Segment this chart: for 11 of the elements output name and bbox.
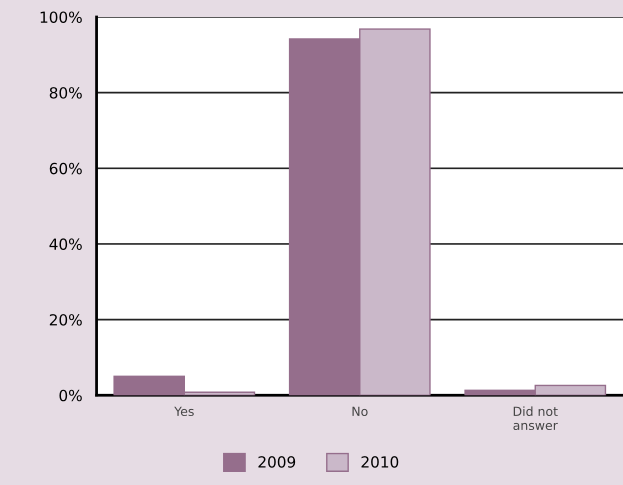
x-tick-label: No <box>352 406 368 416</box>
y-tick-label: 0% <box>59 390 82 402</box>
y-tick-label: 100% <box>40 11 82 23</box>
y-tick-label: 40% <box>49 238 82 250</box>
y-tick-label: 80% <box>50 87 82 99</box>
x-tick-label: Did not answer <box>513 406 558 430</box>
legend-label: 2009 <box>258 456 296 468</box>
x-tick-label: Yes <box>174 406 194 416</box>
y-tick-label: 60% <box>50 162 82 174</box>
legend-label: 2010 <box>362 456 398 468</box>
y-tick-label: 20% <box>50 314 82 326</box>
